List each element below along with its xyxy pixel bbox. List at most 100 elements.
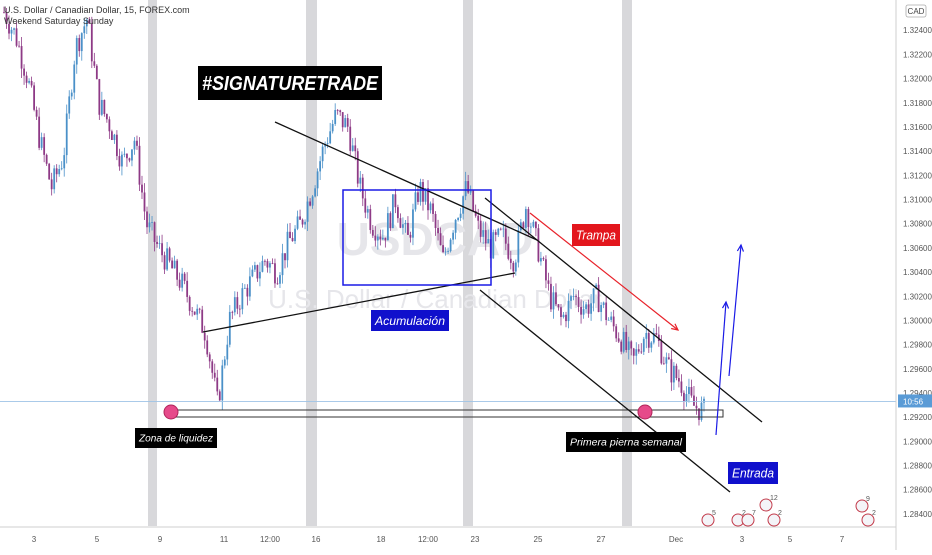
candle-body [191, 310, 194, 312]
candle-body [477, 215, 480, 221]
candle-body [356, 151, 359, 184]
candle-body [8, 24, 10, 34]
candle-body [612, 316, 615, 327]
candle-body [50, 179, 53, 190]
candle-body [640, 351, 643, 353]
event-badge-count: 7 [752, 510, 756, 517]
candle-body [70, 92, 73, 97]
candle-body [3, 12, 5, 13]
candle-body [289, 231, 291, 239]
candle-body [266, 261, 269, 268]
candle-body [279, 275, 281, 284]
candle-body [256, 265, 259, 279]
candle-body [28, 80, 30, 83]
candle-body [171, 260, 174, 269]
candle-body [557, 304, 560, 308]
chart-subtitle: Weekend Saturday Sunday [4, 16, 114, 26]
candle-body [269, 263, 271, 268]
accumulation-box [342, 189, 492, 286]
candle-body [78, 38, 81, 52]
candle-body [469, 190, 472, 193]
candle-body [522, 222, 525, 228]
candle-body [30, 80, 33, 86]
candle-body [65, 113, 68, 156]
candle-body [376, 236, 379, 241]
candle-body [246, 287, 249, 297]
candle-body [437, 228, 439, 234]
candle-body [627, 341, 630, 350]
candle-body [274, 263, 276, 284]
x-tick-label: 25 [534, 535, 543, 544]
candle-body [334, 110, 337, 124]
acumulacion-label: Acumulación [374, 314, 445, 328]
candle-body [18, 45, 20, 47]
candle-body [434, 213, 437, 229]
candle-body [296, 216, 299, 229]
candle-body [75, 38, 78, 65]
candle-body [361, 177, 364, 199]
candle-body [146, 211, 148, 228]
candle-body [133, 140, 136, 150]
candle-body [630, 341, 633, 349]
candle-body [201, 309, 204, 333]
y-tick-label: 1.30600 [903, 244, 932, 253]
liquidity-marker-right [637, 404, 653, 420]
entrada-arrow-2 [728, 244, 742, 377]
candle-body [542, 258, 545, 260]
candle-body [284, 253, 286, 261]
candle-body [339, 110, 342, 113]
candle-body [464, 181, 467, 197]
candle-body [587, 304, 590, 314]
candle-body [417, 192, 419, 202]
candle-body [85, 19, 88, 27]
candle-body [126, 153, 128, 159]
y-tick-label: 1.29600 [903, 365, 932, 374]
candle-body [615, 326, 618, 339]
candle-body [193, 311, 196, 315]
y-tick-label: 1.31200 [903, 171, 932, 180]
candle-body [482, 230, 485, 237]
y-tick-label: 1.31800 [903, 99, 932, 108]
candle-body [432, 203, 434, 214]
channel-lower-line [479, 289, 731, 493]
candle-body [344, 118, 347, 128]
candle-body [299, 216, 301, 220]
candle-body [457, 217, 460, 220]
candle-body [271, 263, 274, 264]
candle-body [688, 387, 690, 395]
candle-body [218, 391, 221, 401]
candle-body [103, 99, 106, 115]
candle-body [642, 338, 645, 352]
candle-body [25, 75, 28, 83]
candle-body [131, 149, 133, 161]
candle-body [552, 292, 555, 310]
candle-body [394, 194, 397, 208]
candle-body [698, 408, 700, 420]
entrada-arrow-1 [715, 301, 727, 436]
candle-body [680, 381, 683, 393]
candle-body [173, 260, 176, 269]
candle-body [113, 134, 116, 141]
candle-body [176, 260, 179, 280]
candle-body [429, 203, 432, 211]
entrada-arrow-2-head [736, 243, 745, 252]
candle-body [108, 119, 111, 132]
candle-body [40, 137, 43, 148]
candle-body [221, 365, 224, 401]
candle-body [562, 314, 565, 318]
y-tick-label: 1.28800 [903, 462, 932, 471]
candle-body [43, 137, 46, 155]
candle-body [206, 340, 209, 355]
candle-body [690, 387, 693, 396]
candle-body [577, 297, 580, 307]
candle-body [326, 143, 329, 144]
candle-body [499, 228, 502, 230]
candle-body [248, 276, 251, 297]
candle-body [502, 228, 505, 230]
candle-body [168, 248, 171, 261]
candle-body [366, 209, 369, 213]
candle-body [391, 194, 394, 229]
candle-body [605, 302, 608, 321]
candle-body [238, 308, 241, 310]
candle-body [695, 405, 698, 409]
